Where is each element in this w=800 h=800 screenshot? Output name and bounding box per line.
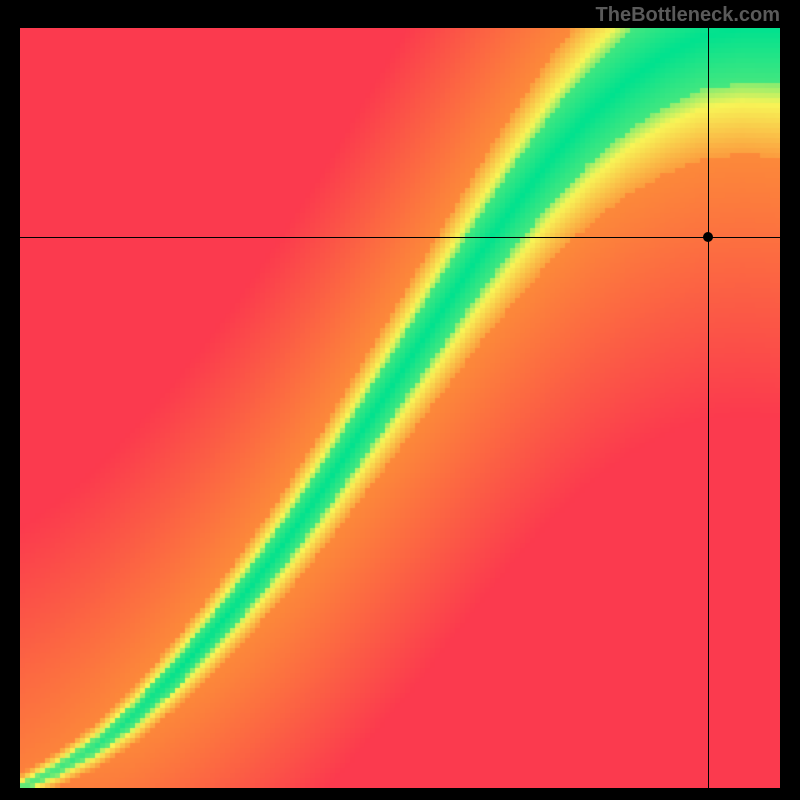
crosshair-vertical — [708, 28, 709, 788]
watermark-text: TheBottleneck.com — [596, 4, 780, 27]
bottleneck-heatmap — [20, 28, 780, 788]
crosshair-marker — [703, 232, 713, 242]
crosshair-horizontal — [20, 237, 780, 238]
heatmap-canvas — [20, 28, 780, 788]
